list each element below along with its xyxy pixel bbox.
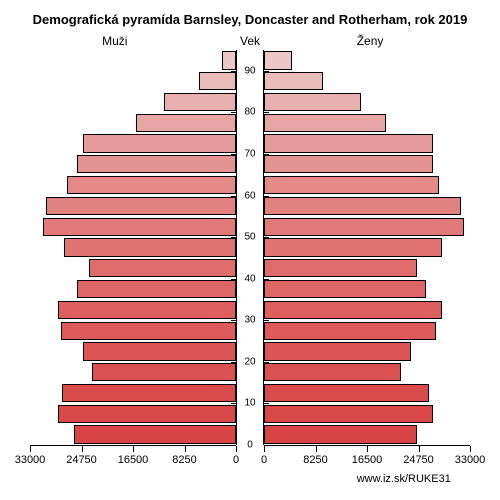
female-bar	[264, 51, 292, 69]
watermark: www.iz.sk/RUKE31	[357, 473, 451, 485]
female-bar	[264, 114, 386, 132]
female-bar	[264, 280, 426, 298]
chart-area: 0102030405060708090	[30, 50, 470, 445]
female-bar	[264, 384, 429, 402]
x-tick-label: 8250	[303, 454, 327, 466]
age-tick-label: 0	[236, 440, 264, 451]
male-bar	[92, 363, 236, 381]
age-tick-label: 20	[236, 356, 264, 367]
female-bar	[264, 72, 323, 90]
female-bar	[264, 155, 433, 173]
age-tick-label: 30	[236, 315, 264, 326]
female-bar	[264, 238, 442, 256]
female-bar	[264, 218, 464, 236]
age-axis: 0102030405060708090	[236, 50, 264, 445]
female-bar	[264, 176, 439, 194]
male-half	[30, 50, 236, 445]
x-tick-label: 0	[233, 454, 239, 466]
female-bar	[264, 363, 401, 381]
age-tick-label: 80	[236, 107, 264, 118]
male-bar	[64, 238, 236, 256]
x-tick-label: 8250	[172, 454, 196, 466]
label-female: Ženy	[357, 34, 384, 48]
x-tick-label: 33000	[455, 454, 486, 466]
age-tick-label: 50	[236, 232, 264, 243]
age-tick-label: 90	[236, 65, 264, 76]
female-bar	[264, 301, 442, 319]
x-axis-right: 08250165002475033000	[264, 445, 470, 446]
age-tick-label: 40	[236, 273, 264, 284]
x-axis-left: 33000247501650082500	[30, 445, 236, 446]
age-tick-label: 60	[236, 190, 264, 201]
female-half	[264, 50, 470, 445]
male-bar	[74, 425, 236, 443]
male-bar	[164, 93, 236, 111]
male-bar	[89, 259, 236, 277]
male-bar	[46, 197, 236, 215]
female-bar	[264, 197, 461, 215]
female-bar	[264, 259, 417, 277]
male-bar	[43, 218, 237, 236]
female-bar	[264, 405, 433, 423]
male-bar	[136, 114, 236, 132]
female-bar	[264, 322, 436, 340]
male-bar	[67, 176, 236, 194]
male-bar	[62, 384, 236, 402]
x-tick-label: 33000	[15, 454, 46, 466]
female-bar	[264, 425, 417, 443]
x-tick-label: 16500	[118, 454, 149, 466]
label-age: Vek	[240, 34, 260, 48]
female-bar	[264, 93, 361, 111]
x-tick-label: 24750	[403, 454, 434, 466]
x-tick-label: 0	[261, 454, 267, 466]
age-tick-label: 70	[236, 148, 264, 159]
male-bar	[83, 134, 236, 152]
female-bar	[264, 342, 411, 360]
age-tick-label: 10	[236, 398, 264, 409]
chart-title: Demografická pyramída Barnsley, Doncaste…	[0, 12, 500, 27]
male-bar	[61, 322, 236, 340]
male-bar	[222, 51, 236, 69]
female-bar	[264, 134, 433, 152]
x-tick-label: 16500	[352, 454, 383, 466]
male-bar	[77, 155, 236, 173]
male-bar	[58, 405, 236, 423]
male-bar	[199, 72, 236, 90]
pyramid-chart: Demografická pyramída Barnsley, Doncaste…	[0, 0, 500, 500]
male-bar	[83, 342, 236, 360]
label-male: Muži	[102, 34, 127, 48]
male-bar	[58, 301, 236, 319]
male-bar	[77, 280, 236, 298]
x-tick-label: 24750	[66, 454, 97, 466]
